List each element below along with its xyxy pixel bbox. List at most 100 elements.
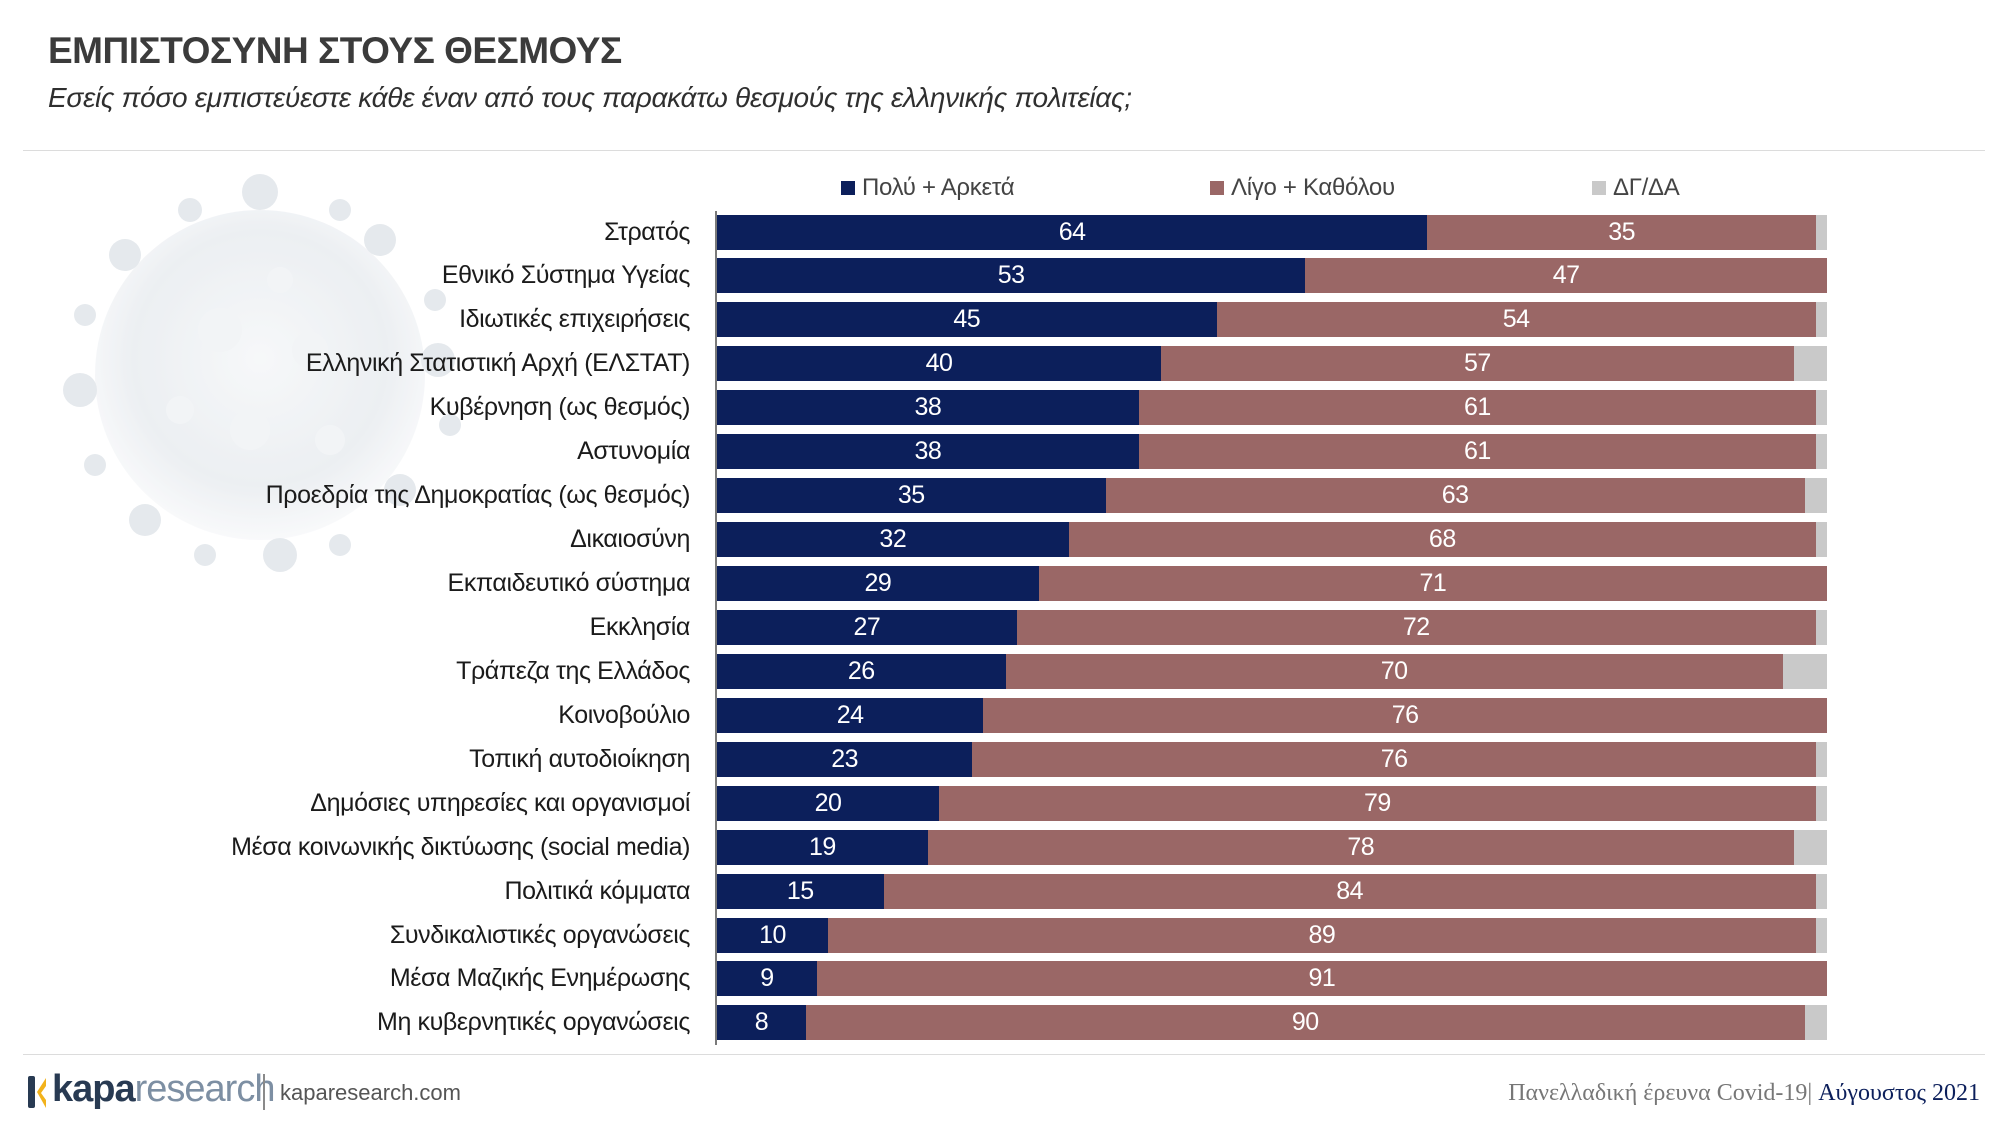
- bar-segment-little-none: [1305, 258, 1827, 294]
- bar-segment-dk-na: [1793, 346, 1827, 382]
- category-label: Μη κυβερνητικές οργανώσεις: [377, 1008, 690, 1037]
- bar-segment-very-quite: [717, 653, 1006, 689]
- brand-wordmark: kaparesearch: [52, 1068, 276, 1111]
- bar-segment-very-quite: [717, 829, 928, 865]
- bar-segment-little-none: [805, 1005, 1805, 1041]
- bar-segment-little-none: [1016, 609, 1816, 645]
- data-label-little-none: 35: [1608, 217, 1636, 246]
- data-label-little-none: 71: [1419, 569, 1447, 598]
- data-label-little-none: 89: [1308, 920, 1336, 949]
- bar-segment-very-quite: [717, 1005, 806, 1041]
- brand-light-text: research: [134, 1068, 276, 1110]
- bar-segment-little-none: [1216, 302, 1816, 338]
- category-label: Μέσα Μαζικής Ενημέρωσης: [389, 964, 691, 993]
- data-label-very-quite: 9: [760, 964, 774, 993]
- category-label: Μέσα κοινωνικής δικτύωσης (social media): [231, 832, 690, 861]
- data-label-little-none: 72: [1402, 612, 1430, 641]
- category-label: Δημόσιες υπηρεσίες και οργανισμοί: [310, 788, 690, 817]
- bar-segment-little-none: [1038, 566, 1827, 602]
- data-label-little-none: 63: [1441, 481, 1469, 510]
- bar-segment-little-none: [883, 873, 1816, 909]
- bar-segment-very-quite: [717, 346, 1161, 382]
- bar-segment-little-none: [972, 741, 1816, 777]
- category-label: Κοινοβούλιο: [558, 700, 690, 729]
- data-label-very-quite: 45: [953, 305, 981, 334]
- data-label-very-quite: 20: [814, 788, 842, 817]
- footer-divider: [23, 1054, 1985, 1055]
- bar-segment-very-quite: [717, 566, 1039, 602]
- bar-segment-dk-na: [1804, 1005, 1827, 1041]
- bar-segment-very-quite: [717, 697, 984, 733]
- legend-swatch: [1592, 181, 1606, 195]
- category-axis-line: [715, 211, 717, 1045]
- category-label: Ελληνική Στατιστική Αρχή (ΕΛΣΤΑΤ): [305, 349, 691, 378]
- category-label: Τοπική αυτοδιοίκηση: [469, 744, 690, 773]
- category-label: Τράπεζα της Ελλάδος: [456, 656, 690, 685]
- bar-segment-very-quite: [717, 302, 1217, 338]
- data-label-little-none: 68: [1428, 525, 1456, 554]
- bar-segment-dk-na: [1815, 873, 1827, 909]
- category-label: Αστυνομία: [577, 437, 690, 466]
- bar-segment-dk-na: [1815, 390, 1827, 426]
- data-label-little-none: 90: [1291, 1008, 1319, 1037]
- data-label-very-quite: 8: [754, 1008, 769, 1037]
- bar-segment-very-quite: [717, 873, 884, 909]
- bar-segment-little-none: [939, 785, 1816, 821]
- bar-segment-very-quite: [717, 609, 1017, 645]
- data-label-little-none: 61: [1463, 393, 1491, 422]
- bar-segment-little-none: [927, 829, 1794, 865]
- bar-segment-little-none: [1138, 390, 1816, 426]
- data-label-little-none: 76: [1391, 700, 1419, 729]
- category-label: Δικαιοσύνη: [570, 525, 690, 554]
- header-divider: [23, 150, 1985, 151]
- legend-item-little-none: Λίγο + Καθόλου: [1210, 174, 1395, 202]
- data-label-very-quite: 53: [997, 261, 1025, 290]
- category-label: Συνδικαλιστικές οργανώσεις: [389, 920, 691, 949]
- legend-label: ΔΓ/ΔΑ: [1613, 174, 1680, 201]
- data-label-little-none: 70: [1380, 656, 1408, 685]
- bar-segment-dk-na: [1793, 829, 1827, 865]
- data-label-little-none: 84: [1336, 876, 1364, 905]
- bar-segment-little-none: [1105, 478, 1805, 514]
- bar-segment-dk-na: [1815, 917, 1827, 953]
- data-label-very-quite: 24: [836, 700, 864, 729]
- bar-segment-very-quite: [717, 434, 1139, 470]
- category-label: Εκπαιδευτικό σύστημα: [447, 569, 691, 598]
- bar-segment-dk-na: [1815, 785, 1827, 821]
- data-label-very-quite: 23: [831, 744, 859, 773]
- bar-segment-little-none: [828, 917, 1816, 953]
- bar-segment-little-none: [1068, 522, 1816, 558]
- survey-info: Πανελλαδική έρευνα Covid-19| Αύγουστος 2…: [1508, 1080, 1980, 1107]
- data-label-little-none: 61: [1463, 437, 1491, 466]
- data-label-very-quite: 40: [925, 349, 953, 378]
- bar-segment-little-none: [1427, 214, 1816, 250]
- legend-label: Πολύ + Αρκετά: [862, 174, 1015, 201]
- category-label: Εκκλησία: [589, 612, 691, 641]
- bar-segment-very-quite: [717, 258, 1306, 294]
- bar-segment-dk-na: [1815, 609, 1827, 645]
- category-label: Ιδιωτικές επιχειρήσεις: [459, 305, 690, 334]
- kapa-logo-icon: [28, 1076, 46, 1108]
- data-label-very-quite: 26: [847, 656, 875, 685]
- category-label: Πολιτικά κόμματα: [504, 876, 691, 905]
- legend-item-very-quite: Πολύ + Αρκετά: [841, 174, 1015, 202]
- legend-swatch: [1210, 181, 1224, 195]
- bar-segment-dk-na: [1815, 434, 1827, 470]
- category-label: Στρατός: [604, 217, 690, 246]
- brand-bold-text: kapa: [52, 1068, 136, 1110]
- data-label-little-none: 47: [1552, 261, 1580, 290]
- data-label-very-quite: 27: [853, 612, 881, 641]
- category-label: Κυβέρνηση (ως θεσμός): [429, 393, 691, 422]
- legend-item-dk-na: ΔΓ/ΔΑ: [1592, 174, 1680, 202]
- legend-swatch: [841, 181, 855, 195]
- bar-segment-dk-na: [1782, 653, 1827, 689]
- bar-segment-very-quite: [717, 478, 1106, 514]
- data-label-little-none: 54: [1502, 305, 1530, 334]
- bar-segment-very-quite: [717, 961, 817, 997]
- category-label: Προεδρία της Δημοκρατίας (ως θεσμός): [265, 481, 691, 510]
- bar-segment-very-quite: [717, 522, 1069, 558]
- data-label-very-quite: 64: [1058, 217, 1086, 246]
- page-title: ΕΜΠΙΣΤΟΣΥΝΗ ΣΤΟΥΣ ΘΕΣΜΟΥΣ: [48, 30, 622, 71]
- data-label-little-none: 57: [1463, 349, 1491, 378]
- legend-label: Λίγο + Καθόλου: [1231, 174, 1395, 201]
